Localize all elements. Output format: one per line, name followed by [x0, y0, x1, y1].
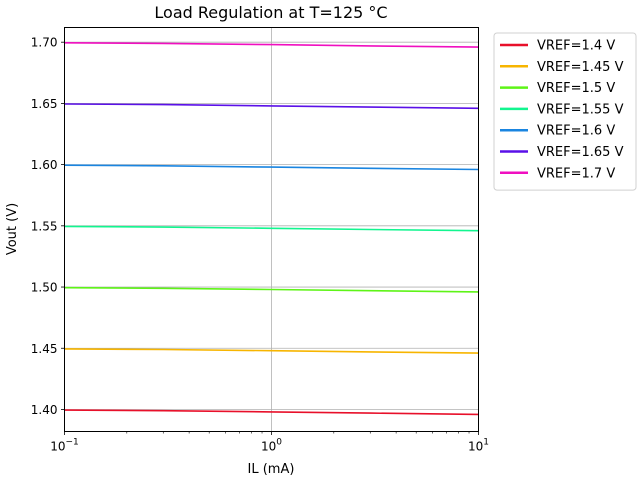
y-tick-label: 1.40: [31, 403, 58, 417]
x-tick-label: 100: [261, 438, 282, 454]
legend-label: VREF=1.55 V: [537, 102, 624, 117]
y-tick-label: 1.70: [31, 36, 58, 50]
series-line: [64, 348, 479, 354]
y-tick-label: 1.50: [31, 281, 58, 295]
legend-label: VREF=1.7 V: [537, 166, 615, 181]
series-lines: [64, 42, 479, 416]
legend-label: VREF=1.65 V: [537, 145, 624, 160]
x-axis: 10−1 100 101: [50, 431, 489, 454]
series-line: [64, 42, 479, 48]
legend-label: VREF=1.6 V: [537, 124, 615, 139]
series-line: [64, 164, 479, 171]
x-tick-label: 101: [468, 438, 489, 454]
y-tick-label: 1.60: [31, 158, 58, 172]
legend-box: [493, 32, 637, 191]
y-axis-label: Vout (V): [5, 203, 20, 255]
y-tick-label: 1.55: [31, 219, 58, 233]
chart-title: Load Regulation at T=125 °C: [154, 3, 387, 22]
y-tick-label: 1.45: [31, 342, 58, 356]
x-axis-label: IL (mA): [248, 462, 295, 477]
series-line: [64, 409, 479, 416]
x-tick-label: 10−1: [50, 438, 79, 454]
series-line: [64, 225, 479, 232]
series-line: [64, 286, 479, 293]
legend-label: VREF=1.45 V: [537, 60, 624, 75]
legend: VREF=1.4 V VREF=1.45 V VREF=1.5 V VREF=1.55…: [493, 32, 637, 191]
series-line: [64, 103, 479, 110]
y-axis: 1.40 1.45 1.50 1.55 1.60 1.65 1.70: [31, 36, 65, 417]
legend-label: VREF=1.4 V: [537, 39, 615, 54]
legend-label: VREF=1.5 V: [537, 81, 615, 96]
y-tick-label: 1.65: [31, 97, 58, 111]
